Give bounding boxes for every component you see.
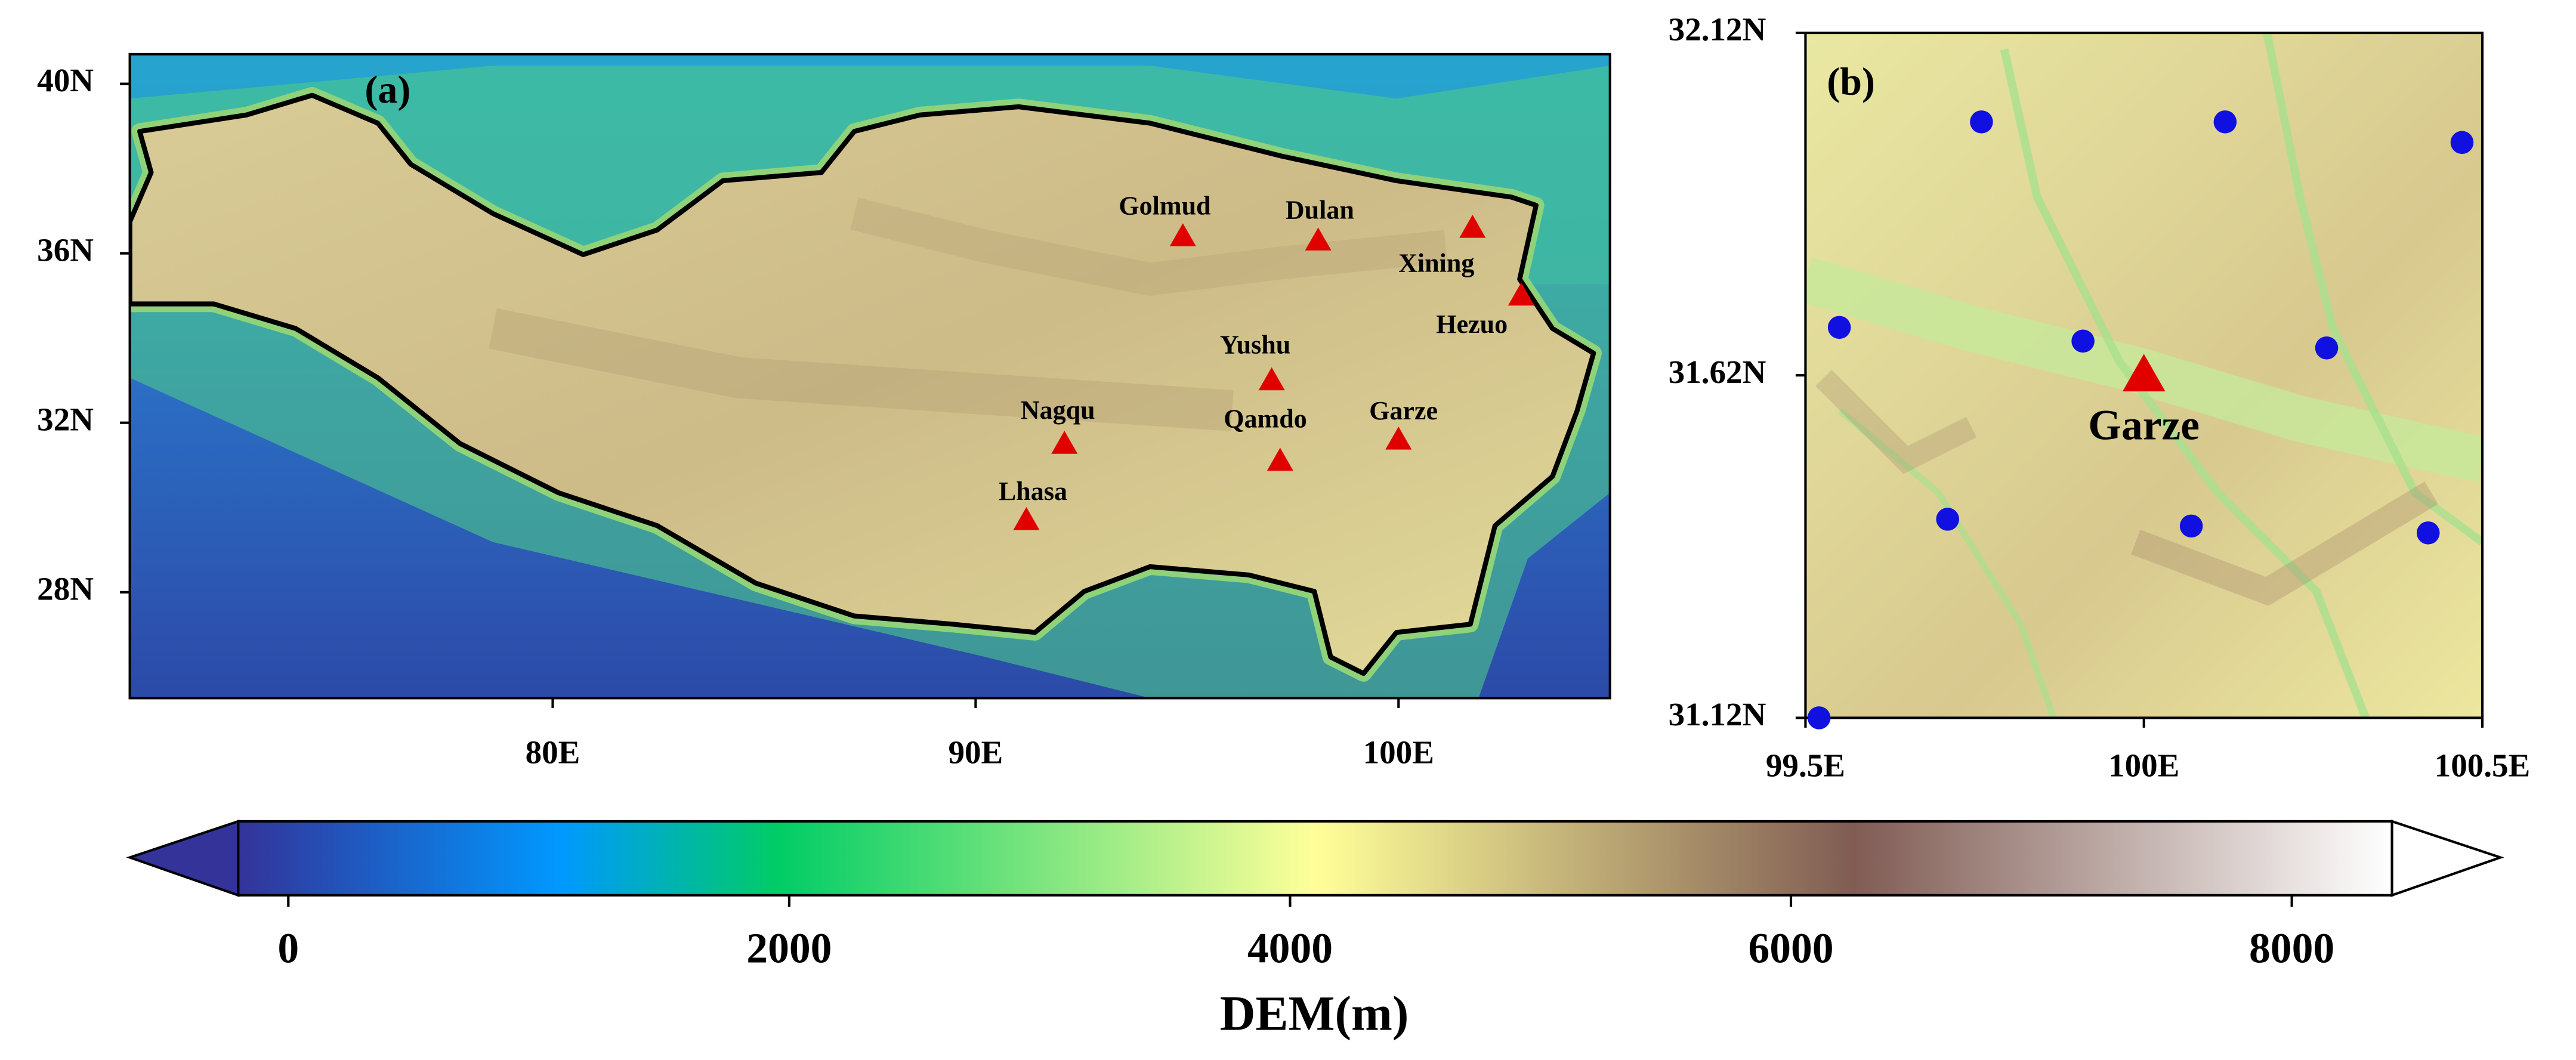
station-label: Lhasa bbox=[999, 477, 1067, 506]
colorbar-label: DEM(m) bbox=[1220, 985, 1409, 1040]
grid-point bbox=[2450, 131, 2474, 154]
colorbar-tick-label: 6000 bbox=[1748, 925, 1833, 972]
x-tick-label: 80E bbox=[526, 734, 580, 770]
colorbar-tick-label: 4000 bbox=[1247, 925, 1333, 972]
x-tick-label: 100.5E bbox=[2435, 747, 2531, 783]
y-tick-label: 31.12N bbox=[1669, 696, 1766, 733]
station-marker bbox=[1169, 223, 1196, 246]
map-a-terrain bbox=[129, 54, 1610, 699]
station-label: Xining bbox=[1398, 248, 1474, 277]
station-label: Garze bbox=[2088, 402, 2200, 449]
grid-point bbox=[2179, 514, 2203, 538]
y-tick-label: 31.62N bbox=[1669, 354, 1766, 390]
x-tick-label: 100E bbox=[1363, 734, 1434, 770]
station-marker bbox=[1305, 227, 1332, 251]
station-label: Hezuo bbox=[1436, 310, 1508, 339]
panel-label: (a) bbox=[365, 68, 410, 112]
map-a-frame bbox=[128, 52, 1611, 700]
x-tick-label: 90E bbox=[948, 734, 1003, 770]
colorbar bbox=[237, 820, 2393, 897]
y-tick-label: 28N bbox=[37, 570, 94, 607]
grid-point bbox=[1970, 110, 1993, 134]
panel-label: (b) bbox=[1827, 60, 1875, 103]
grid-point bbox=[1936, 508, 1959, 531]
grid-point bbox=[2416, 521, 2440, 545]
grid-point bbox=[1827, 316, 1851, 339]
colorbar-extend-high bbox=[2390, 820, 2504, 897]
grid-point bbox=[2315, 336, 2339, 360]
colorbar-tick-label: 8000 bbox=[2249, 925, 2334, 972]
station-marker bbox=[1459, 215, 1486, 238]
y-tick-label: 32.12N bbox=[1669, 11, 1766, 48]
grid-point bbox=[1807, 706, 1831, 730]
colorbar-tick-label: 2000 bbox=[746, 925, 832, 972]
station-marker bbox=[1385, 427, 1412, 450]
station-marker bbox=[2122, 354, 2166, 392]
station-label: Golmud bbox=[1119, 191, 1210, 221]
y-tick-label: 32N bbox=[37, 401, 94, 437]
station-marker bbox=[1267, 447, 1293, 471]
x-tick-label: 100E bbox=[2108, 747, 2179, 783]
station-label: Qamdo bbox=[1224, 404, 1307, 434]
station-marker bbox=[1013, 507, 1040, 530]
station-marker bbox=[1508, 282, 1534, 306]
y-tick-label: 36N bbox=[37, 231, 94, 268]
station-label: Nagqu bbox=[1021, 395, 1095, 425]
grid-point bbox=[2071, 329, 2095, 353]
y-tick-label: 40N bbox=[37, 62, 94, 98]
station-marker bbox=[1258, 367, 1285, 391]
station-label: Yushu bbox=[1220, 330, 1290, 360]
grid-point bbox=[2213, 110, 2237, 134]
colorbar-extend-low bbox=[126, 820, 240, 897]
station-label: Dulan bbox=[1286, 196, 1354, 225]
station-label: Garze bbox=[1369, 396, 1438, 425]
colorbar-tick-label: 0 bbox=[277, 925, 299, 972]
x-tick-label: 99.5E bbox=[1766, 747, 1845, 783]
station-marker bbox=[1051, 431, 1078, 454]
